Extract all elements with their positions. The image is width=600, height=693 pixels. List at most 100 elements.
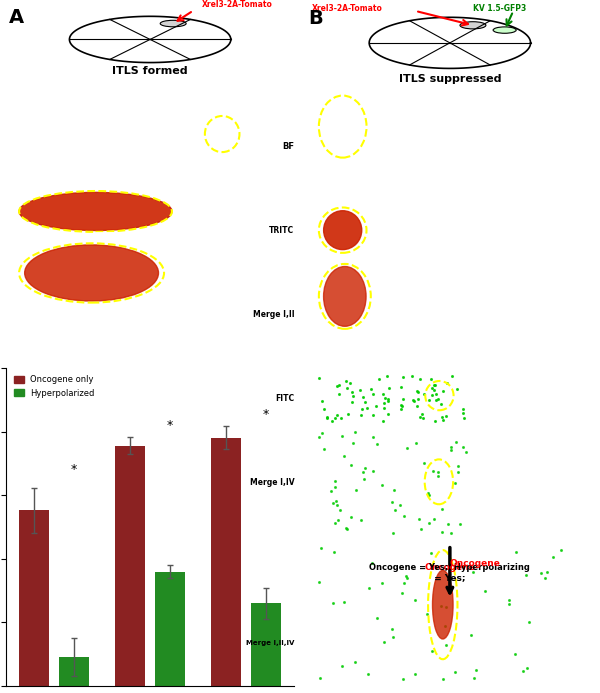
Point xyxy=(342,383,352,394)
Text: Merge I,IV: Merge I,IV xyxy=(250,478,294,487)
Point xyxy=(398,394,408,405)
Point xyxy=(363,669,373,680)
Point xyxy=(434,393,443,404)
Point xyxy=(425,518,434,529)
Point xyxy=(458,404,468,415)
Point xyxy=(331,517,340,528)
Point xyxy=(461,446,471,457)
Point xyxy=(334,514,343,525)
Point xyxy=(374,374,384,385)
Point xyxy=(441,640,451,651)
Point xyxy=(556,545,566,556)
Point xyxy=(414,513,424,524)
Point xyxy=(442,602,451,613)
Point xyxy=(524,617,534,628)
Point xyxy=(356,514,365,525)
Point xyxy=(433,466,443,477)
Point xyxy=(314,577,323,588)
Point xyxy=(453,460,463,471)
Point xyxy=(332,495,341,507)
Text: FITC: FITC xyxy=(275,394,294,403)
Point xyxy=(380,393,390,404)
Point xyxy=(418,409,427,420)
Point xyxy=(452,437,461,448)
Point xyxy=(412,437,421,448)
Point xyxy=(427,646,437,657)
Point xyxy=(443,518,453,529)
Point xyxy=(437,411,446,422)
Point xyxy=(327,416,337,427)
Text: KV 1.5-GFP3: KV 1.5-GFP3 xyxy=(473,3,526,12)
Point xyxy=(314,432,323,443)
Point xyxy=(379,397,388,408)
Point xyxy=(396,404,406,415)
Legend: Oncogene only, Hyperpolarized: Oncogene only, Hyperpolarized xyxy=(10,372,98,401)
Point xyxy=(459,412,469,423)
Point xyxy=(388,624,397,635)
Point xyxy=(536,568,546,579)
Point xyxy=(342,524,352,535)
Point xyxy=(330,413,340,424)
Point xyxy=(455,518,465,529)
Point xyxy=(429,385,439,396)
Point xyxy=(332,409,342,420)
Point xyxy=(350,656,359,667)
Point xyxy=(436,398,446,410)
Point xyxy=(348,390,358,401)
Point xyxy=(341,523,351,534)
Point xyxy=(401,570,410,581)
Text: III: III xyxy=(308,349,317,358)
Point xyxy=(413,394,423,405)
Point xyxy=(397,401,406,412)
Point xyxy=(377,480,387,491)
Point xyxy=(384,383,394,394)
Point xyxy=(356,410,366,421)
Point xyxy=(410,395,419,406)
Point xyxy=(438,385,448,396)
Point xyxy=(440,621,450,632)
Bar xyxy=(251,604,281,686)
Point xyxy=(425,395,434,406)
Point xyxy=(510,649,520,660)
Circle shape xyxy=(160,20,186,27)
Point xyxy=(371,401,380,412)
Point xyxy=(446,441,455,453)
Point xyxy=(429,514,439,525)
Point xyxy=(331,481,340,492)
Text: Oncogene: Oncogene xyxy=(450,559,501,568)
Point xyxy=(382,371,391,382)
Point xyxy=(434,471,443,482)
Point xyxy=(522,663,532,674)
Point xyxy=(410,669,420,680)
Point xyxy=(431,389,440,400)
Point xyxy=(518,666,528,677)
Point xyxy=(415,412,425,423)
Point xyxy=(431,380,440,391)
Point xyxy=(383,408,393,419)
Point xyxy=(446,527,456,538)
Point xyxy=(320,403,329,414)
Point xyxy=(403,572,412,584)
Point xyxy=(431,394,440,405)
Point xyxy=(422,608,432,620)
Text: III: III xyxy=(9,322,18,331)
Point xyxy=(458,407,467,418)
Point xyxy=(335,505,344,516)
Point xyxy=(521,569,530,580)
Point xyxy=(377,577,387,588)
Point xyxy=(451,667,460,678)
Point xyxy=(383,395,392,406)
Text: BF: BF xyxy=(282,141,294,150)
Text: Oncogene: Oncogene xyxy=(424,563,475,572)
Point xyxy=(400,578,409,589)
Point xyxy=(329,546,339,557)
Text: TRITC: TRITC xyxy=(269,226,294,235)
Point xyxy=(366,383,376,394)
Bar xyxy=(115,446,145,686)
Point xyxy=(436,601,445,612)
Text: I: I xyxy=(308,181,311,190)
Point xyxy=(472,665,481,676)
Point xyxy=(398,371,407,383)
Text: V: V xyxy=(308,518,315,527)
Point xyxy=(328,498,338,509)
